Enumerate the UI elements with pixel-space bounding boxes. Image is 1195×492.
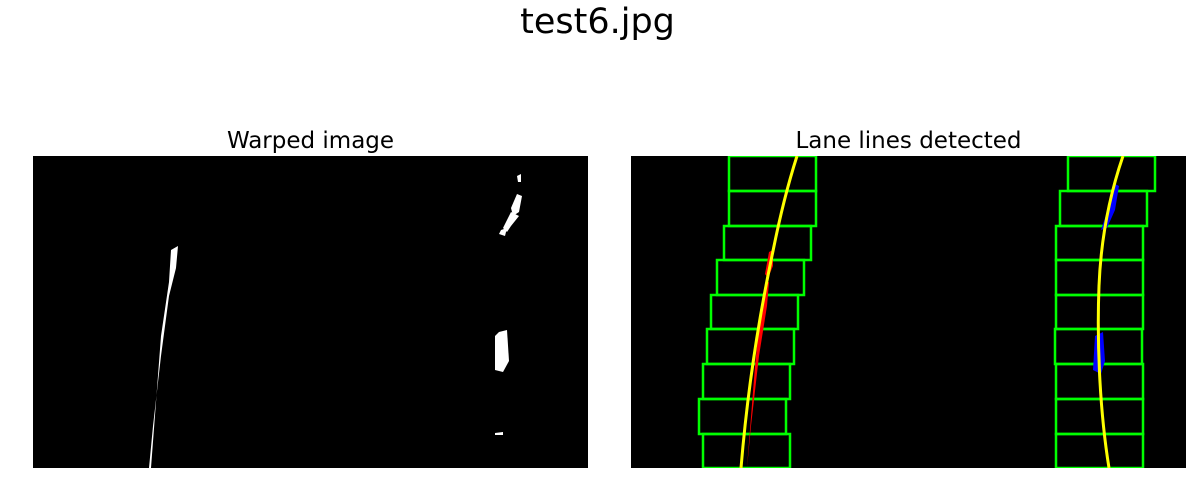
warped-image-panel (33, 156, 588, 468)
lane-lines-detected-title: Lane lines detected (795, 128, 1022, 154)
left-lane-pixels (737, 282, 769, 468)
left-lane-pixels (139, 246, 178, 468)
right-lane-dash-top (517, 174, 521, 182)
lane-detection-panel (631, 156, 1186, 468)
right-lane-dash-upper (511, 194, 522, 216)
warped-image-title: Warped image (226, 128, 395, 154)
left-search-windows (697, 156, 818, 468)
right-lane-dash-upper-2 (503, 212, 519, 232)
figure-title: test6.jpg (520, 2, 675, 42)
right-lane-fit (1096, 156, 1125, 468)
right-lane-dash-bottom (495, 432, 503, 435)
lane-detection-image (631, 156, 1186, 468)
right-lane-dash-upper-3 (499, 228, 507, 236)
warped-image (33, 156, 588, 468)
right-lane-dash-middle (495, 330, 509, 372)
left-lane-fit (739, 156, 799, 468)
